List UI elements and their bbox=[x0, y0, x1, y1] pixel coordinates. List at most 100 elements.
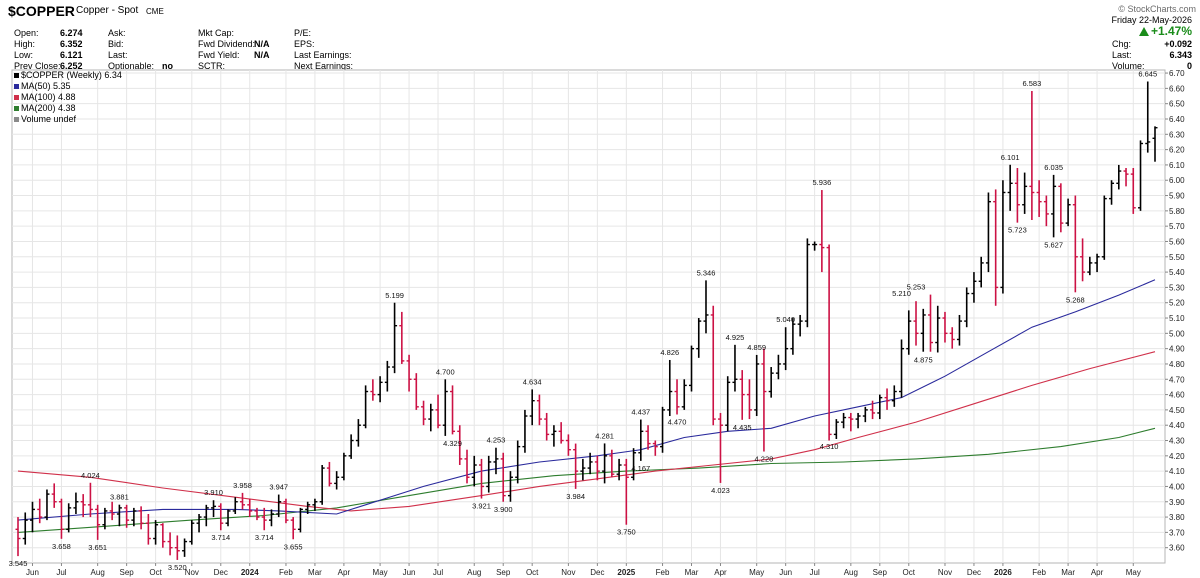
x-tick-label: 2025 bbox=[617, 568, 635, 577]
chart-legend: $COPPER (Weekly) 6.34 MA(50) 5.35 MA(100)… bbox=[14, 70, 122, 125]
y-tick-label: 4.40 bbox=[1169, 421, 1185, 430]
price-annotation: 4.310 bbox=[820, 442, 839, 451]
legend-swatch bbox=[14, 106, 19, 111]
y-tick-label: 5.40 bbox=[1169, 268, 1185, 277]
y-tick-label: 5.70 bbox=[1169, 222, 1185, 231]
price-annotation: 4.435 bbox=[733, 423, 752, 432]
price-annotation: 4.437 bbox=[631, 408, 650, 417]
price-annotation: 5.253 bbox=[907, 283, 926, 292]
field-label: Bid: bbox=[108, 39, 124, 49]
x-tick-label: Jul bbox=[433, 568, 443, 577]
copyright-link[interactable]: © StockCharts.com bbox=[1118, 4, 1196, 14]
change-percent-value: +1.47% bbox=[1150, 24, 1192, 38]
x-tick-label: Oct bbox=[149, 568, 162, 577]
legend-item: MA(100) 4.88 bbox=[14, 92, 122, 103]
field-label: Low: bbox=[14, 50, 34, 60]
price-annotation: 3.655 bbox=[284, 542, 303, 551]
price-annotation: 4.875 bbox=[914, 355, 933, 364]
up-arrow-icon bbox=[1138, 27, 1149, 36]
y-tick-label: 5.20 bbox=[1169, 299, 1185, 308]
x-tick-label: Sep bbox=[873, 568, 888, 577]
price-annotation: 6.583 bbox=[1022, 79, 1041, 88]
price-annotation: 5.040 bbox=[776, 315, 795, 324]
field-value: 6.352 bbox=[60, 39, 83, 49]
x-tick-label: 2024 bbox=[241, 568, 259, 577]
legend-item: Volume undef bbox=[14, 114, 122, 125]
x-tick-label: Feb bbox=[656, 568, 670, 577]
price-annotation: 3.984 bbox=[566, 492, 585, 501]
y-tick-label: 3.90 bbox=[1169, 498, 1185, 507]
x-tick-label: Jun bbox=[26, 568, 39, 577]
field-label: Fwd Yield: bbox=[198, 50, 240, 60]
symbol-title: $COPPER bbox=[8, 3, 75, 19]
field-label: Last: bbox=[1112, 50, 1132, 60]
x-tick-label: Oct bbox=[526, 568, 539, 577]
y-tick-label: 4.50 bbox=[1169, 406, 1185, 415]
price-annotation: 3.900 bbox=[494, 505, 513, 514]
x-tick-label: Sep bbox=[496, 568, 511, 577]
x-tick-label: Mar bbox=[1061, 568, 1075, 577]
price-annotation: 3.658 bbox=[52, 542, 71, 551]
field-label: Ask: bbox=[108, 28, 126, 38]
price-annotation: 3.651 bbox=[88, 543, 107, 552]
x-tick-label: Dec bbox=[967, 568, 981, 577]
field-label: Chg: bbox=[1112, 39, 1132, 49]
y-tick-label: 4.80 bbox=[1169, 360, 1185, 369]
y-tick-label: 6.00 bbox=[1169, 176, 1185, 185]
y-tick-label: 5.00 bbox=[1169, 329, 1185, 338]
legend-item: MA(50) 5.35 bbox=[14, 81, 122, 92]
price-annotation: 3.750 bbox=[617, 528, 636, 537]
price-annotation: 4.634 bbox=[523, 377, 542, 386]
legend-main: $COPPER (Weekly) 6.34 bbox=[14, 70, 122, 81]
y-tick-label: 4.20 bbox=[1169, 452, 1185, 461]
price-annotation: 6.645 bbox=[1138, 69, 1157, 78]
plot-area bbox=[11, 69, 1166, 564]
x-tick-label: Jul bbox=[56, 568, 66, 577]
price-annotation: 3.958 bbox=[233, 481, 252, 490]
y-tick-label: 6.40 bbox=[1169, 115, 1185, 124]
field-label: Prev Close: bbox=[14, 61, 61, 71]
price-annotation: 3.520 bbox=[168, 563, 187, 572]
x-tick-label: Nov bbox=[938, 568, 952, 577]
price-annotation: 5.936 bbox=[812, 178, 831, 187]
date-label: Friday 22-May-2026 bbox=[1111, 15, 1192, 25]
price-annotation: 4.700 bbox=[436, 367, 455, 376]
x-tick-label: Aug bbox=[467, 568, 481, 577]
y-tick-label: 6.30 bbox=[1169, 130, 1185, 139]
x-tick-label: Apr bbox=[1091, 568, 1104, 577]
price-annotation: 4.281 bbox=[595, 431, 614, 440]
price-annotation: 4.023 bbox=[711, 486, 730, 495]
price-annotation: 4.925 bbox=[726, 333, 745, 342]
x-tick-label: May bbox=[1126, 568, 1141, 577]
price-annotation: 6.035 bbox=[1044, 163, 1063, 172]
x-tick-label: Jun bbox=[403, 568, 416, 577]
legend-main-text: $COPPER (Weekly) 6.34 bbox=[21, 70, 122, 80]
y-tick-label: 4.30 bbox=[1169, 437, 1185, 446]
field-label: Next Earnings: bbox=[294, 61, 354, 71]
y-tick-label: 4.00 bbox=[1169, 482, 1185, 491]
field-label: Last: bbox=[108, 50, 128, 60]
x-tick-label: May bbox=[749, 568, 764, 577]
price-annotation: 5.199 bbox=[385, 291, 404, 300]
x-tick-label: Dec bbox=[214, 568, 228, 577]
x-tick-label: 2026 bbox=[994, 568, 1012, 577]
field-label: Last Earnings: bbox=[294, 50, 352, 60]
x-tick-label: Jun bbox=[779, 568, 792, 577]
price-annotation: 3.947 bbox=[269, 483, 288, 492]
price-annotation: 4.329 bbox=[443, 439, 462, 448]
x-tick-label: May bbox=[373, 568, 388, 577]
price-annotation: 5.268 bbox=[1066, 295, 1085, 304]
legend-main-swatch bbox=[14, 73, 19, 78]
price-annotation: 4.826 bbox=[660, 348, 679, 357]
price-annotation: 3.910 bbox=[204, 488, 223, 497]
x-tick-label: Feb bbox=[279, 568, 293, 577]
x-tick-label: Mar bbox=[685, 568, 699, 577]
field-label: P/E: bbox=[294, 28, 312, 38]
field-value: N/A bbox=[254, 50, 270, 60]
legend-swatch bbox=[14, 84, 19, 89]
field-label: SCTR: bbox=[198, 61, 225, 71]
x-tick-label: Apr bbox=[714, 568, 727, 577]
x-tick-label: Jul bbox=[810, 568, 820, 577]
